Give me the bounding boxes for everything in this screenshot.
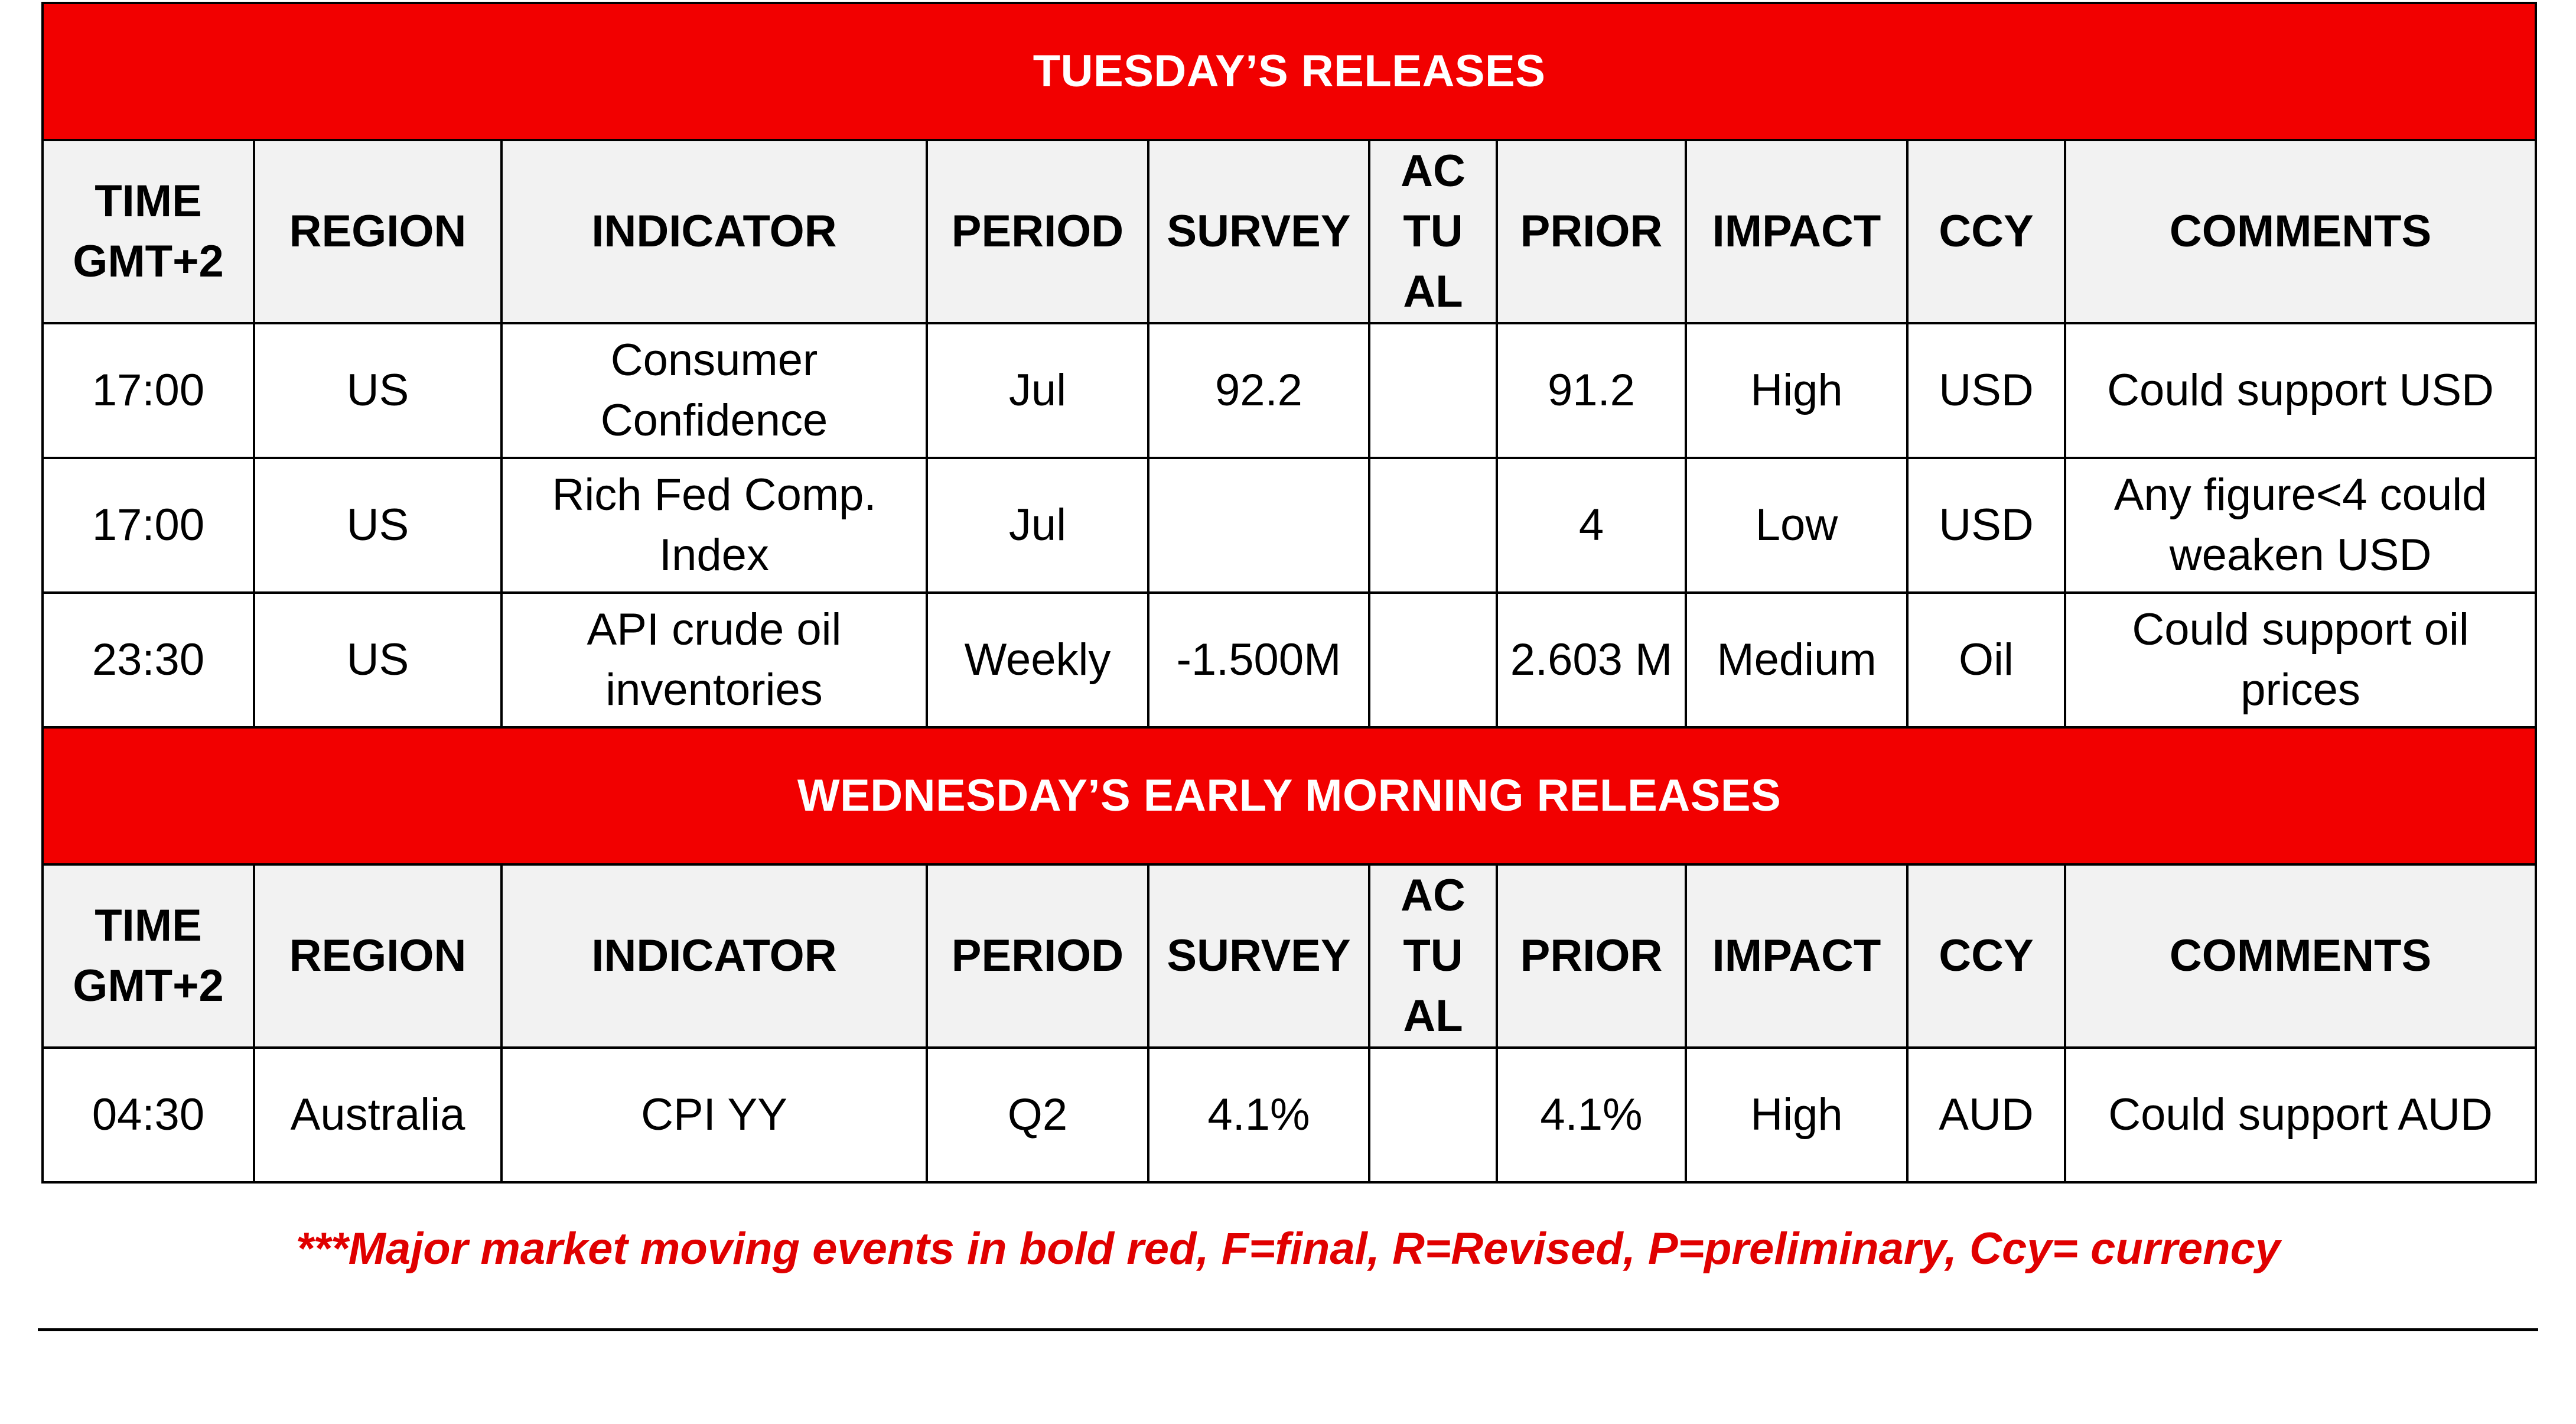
actual-cell [1368,1046,1498,1184]
region-cell: Australia [253,1046,503,1184]
actual-cell [1368,457,1498,594]
impact-cell: Medium [1685,591,1909,729]
region-cell: US [253,591,503,729]
table-row: 23:30 US API crude oil inventories Weekly -1… [41,591,2538,729]
ccy-cell: AUD [1906,1046,2066,1184]
comments-cell: Could support AUD [2063,1046,2538,1184]
time-cell: 17:00 [41,322,255,459]
prior-cell: 91.2 [1496,322,1687,459]
releases-table: TUESDAY’S RELEASES TIME GMT+2 REGION INDICA… [41,2,2538,1184]
column-header-ccy: CCY [1906,139,2066,324]
table-row: 17:00 US Consumer Confidence Jul 92.2 91.2 Hig… [41,322,2538,459]
column-header-impact: IMPACT [1685,139,1909,324]
column-header-time: TIME GMT+2 [41,863,255,1049]
impact-cell: High [1685,1046,1909,1184]
column-header-actual: AC TU AL [1368,863,1498,1049]
wednesday-header-row: TIME GMT+2 REGION INDICATOR PERIOD SURVEY AC … [41,863,2538,1049]
table-row: 17:00 US Rich Fed Comp. Index Jul 4 Low USD Any… [41,457,2538,594]
prior-cell: 4 [1496,457,1687,594]
column-header-period: PERIOD [926,139,1149,324]
column-header-survey: SURVEY [1147,863,1370,1049]
period-cell: Jul [926,322,1149,459]
survey-cell: 4.1% [1147,1046,1370,1184]
footer-divider [38,1328,2538,1331]
time-cell: 17:00 [41,457,255,594]
releases-sheet: TUESDAY’S RELEASES TIME GMT+2 REGION INDICA… [41,2,2538,1184]
table-row: 04:30 Australia CPI YY Q2 4.1% 4.1% High AUD Cou… [41,1046,2538,1184]
comments-cell: Could support USD [2063,322,2538,459]
impact-cell: Low [1685,457,1909,594]
indicator-cell: API crude oil inventories [500,591,928,729]
column-header-region: REGION [253,139,503,324]
wednesday-section-title: WEDNESDAY’S EARLY MORNING RELEASES [41,726,2538,866]
indicator-cell: CPI YY [500,1046,928,1184]
region-cell: US [253,457,503,594]
region-cell: US [253,322,503,459]
column-header-prior: PRIOR [1496,863,1687,1049]
column-header-impact: IMPACT [1685,863,1909,1049]
time-cell: 04:30 [41,1046,255,1184]
tuesday-header-row: TIME GMT+2 REGION INDICATOR PERIOD SURVEY AC … [41,139,2538,324]
actual-cell [1368,322,1498,459]
ccy-cell: Oil [1906,591,2066,729]
period-cell: Jul [926,457,1149,594]
column-header-comments: COMMENTS [2063,863,2538,1049]
indicator-cell: Consumer Confidence [500,322,928,459]
actual-cell [1368,591,1498,729]
impact-cell: High [1685,322,1909,459]
comments-cell: Any figure<4 could weaken USD [2063,457,2538,594]
survey-cell [1147,457,1370,594]
column-header-prior: PRIOR [1496,139,1687,324]
period-cell: Q2 [926,1046,1149,1184]
column-header-indicator: INDICATOR [500,863,928,1049]
prior-cell: 4.1% [1496,1046,1687,1184]
column-header-survey: SURVEY [1147,139,1370,324]
column-header-time: TIME GMT+2 [41,139,255,324]
comments-cell: Could support oil prices [2063,591,2538,729]
wednesday-banner-row: WEDNESDAY’S EARLY MORNING RELEASES [41,726,2538,866]
tuesday-section-title: TUESDAY’S RELEASES [41,2,2538,141]
survey-cell: 92.2 [1147,322,1370,459]
survey-cell: -1.500M [1147,591,1370,729]
time-cell: 23:30 [41,591,255,729]
column-header-comments: COMMENTS [2063,139,2538,324]
column-header-indicator: INDICATOR [500,139,928,324]
column-header-period: PERIOD [926,863,1149,1049]
footnote: ***Major market moving events in bold re… [295,1224,2281,1274]
prior-cell: 2.603 M [1496,591,1687,729]
period-cell: Weekly [926,591,1149,729]
column-header-region: REGION [253,863,503,1049]
ccy-cell: USD [1906,457,2066,594]
tuesday-banner-row: TUESDAY’S RELEASES [41,2,2538,141]
column-header-ccy: CCY [1906,863,2066,1049]
indicator-cell: Rich Fed Comp. Index [500,457,928,594]
column-header-actual: AC TU AL [1368,139,1498,324]
ccy-cell: USD [1906,322,2066,459]
